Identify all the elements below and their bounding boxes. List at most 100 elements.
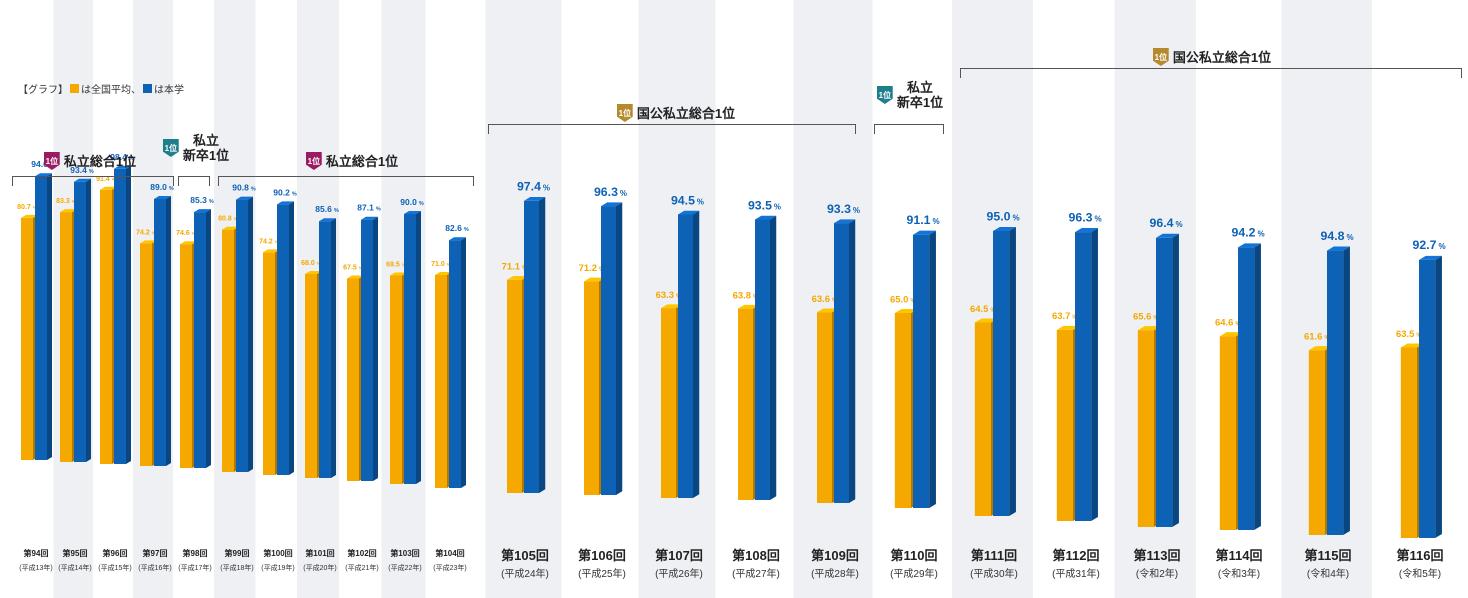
category-label: 第96回 (103, 548, 128, 558)
bar-school-side (693, 211, 699, 498)
award-text: 国公私立総合1位 (637, 106, 735, 121)
category-label: 第105回 (501, 548, 549, 563)
category-label: 第98回 (183, 548, 208, 558)
category-sublabel: (平成21年) (345, 563, 378, 572)
bar-national-value-label: 65.0% (890, 294, 916, 305)
bar-school-side (616, 202, 622, 495)
category-label: 第106回 (578, 548, 626, 563)
bar-national (1138, 330, 1154, 527)
category-label: 第107回 (655, 548, 703, 563)
bar-school-value-label: 93.5% (748, 198, 781, 212)
bar-school-side (1254, 243, 1261, 530)
bar-national (895, 313, 911, 508)
bar-national (180, 244, 192, 468)
bar-school (1419, 260, 1435, 538)
category-label: 第113回 (1134, 548, 1181, 563)
rank-badge-icon: 1位 (306, 152, 322, 170)
bar-school-side (166, 196, 171, 466)
award-bracket (178, 176, 210, 186)
category-sublabel: (平成24年) (501, 567, 549, 580)
bar-national-value-label: 64.6% (1215, 317, 1241, 328)
bar-national-value-label: 63.5% (1396, 329, 1422, 340)
bar-national (507, 280, 522, 493)
bar-national-value-label: 68.0% (301, 260, 321, 267)
bar-national-value-label: 69.5% (386, 262, 406, 269)
bar-school-value-label: 91.1% (907, 213, 940, 227)
bar-national (975, 323, 991, 517)
category-sublabel: (平成16年) (138, 563, 171, 572)
bar-school (993, 231, 1009, 516)
bar-national-value-label: 67.5% (343, 265, 363, 272)
bar-national (584, 281, 599, 495)
bar-school (319, 221, 331, 478)
category-sublabel: (令和2年) (1136, 567, 1178, 580)
bar-school (1156, 238, 1172, 527)
bar-school (35, 176, 47, 460)
legend-school-label: は本学 (154, 81, 184, 96)
category-sublabel: (令和3年) (1218, 567, 1260, 580)
bar-school-side (770, 216, 776, 500)
category-sublabel: (平成20年) (303, 563, 336, 572)
category-sublabel: (令和5年) (1399, 567, 1441, 580)
category-sublabel: (平成25年) (578, 567, 626, 580)
award-annotation: 1位私立新卒1位 (877, 80, 943, 110)
category-sublabel: (平成28年) (811, 567, 859, 580)
award-annotation: 1位私立新卒1位 (163, 133, 229, 163)
bar-school-value-label: 87.1% (357, 203, 381, 213)
award-annotation: 1位国公私立総合1位 (617, 104, 735, 122)
category-label: 第99回 (225, 548, 250, 558)
category-sublabel: (平成30年) (970, 567, 1018, 580)
bar-school-value-label: 96.3% (594, 185, 627, 199)
category-label: 第97回 (143, 548, 168, 558)
rank-badge-icon: 1位 (163, 139, 179, 157)
bar-national (1401, 348, 1417, 539)
bar-national (305, 274, 317, 478)
bar-school (361, 220, 373, 481)
category-sublabel: (平成29年) (890, 567, 938, 580)
bar-national (390, 276, 402, 485)
bar-school-side (1091, 228, 1098, 521)
category-sublabel: (平成17年) (178, 563, 211, 572)
bar-national (21, 218, 33, 460)
category-label: 第110回 (891, 548, 938, 563)
bar-school-value-label: 92.7% (1413, 238, 1446, 252)
bar-national-value-label: 74.6% (176, 230, 196, 237)
legend-national-swatch (70, 84, 79, 93)
bar-school-value-label: 82.6% (445, 223, 469, 233)
award-bracket (960, 68, 1462, 78)
category-label: 第100回 (263, 548, 292, 558)
bar-national-value-label: 83.3% (56, 198, 76, 205)
category-label: 第114回 (1216, 548, 1263, 563)
category-label: 第116回 (1397, 548, 1444, 563)
bar-chart: 80.7%94.6%第94回(平成13年)83.3%93.4%第95回(平成14… (0, 0, 1468, 598)
legend: 【グラフ】 は全国平均、 は本学 (18, 81, 184, 96)
award-bracket (218, 176, 474, 186)
bar-national-value-label: 71.0% (431, 261, 451, 268)
category-sublabel: (平成26年) (655, 567, 703, 580)
category-label: 第94回 (24, 548, 49, 558)
bar-school (236, 200, 248, 472)
bar-school-value-label: 85.3% (190, 195, 214, 205)
bar-school-side (1343, 247, 1350, 535)
bar-national (817, 312, 832, 503)
bar-school-side (47, 173, 52, 460)
category-label: 第111回 (971, 548, 1017, 563)
bar-school-side (1172, 234, 1179, 527)
bar-school (1075, 232, 1091, 521)
category-label: 第104回 (435, 548, 464, 558)
bar-national (347, 279, 359, 482)
bar-school (1327, 251, 1343, 535)
bar-school (834, 223, 849, 503)
category-label: 第112回 (1053, 548, 1100, 563)
bar-school-value-label: 90.2% (273, 187, 297, 197)
rank-badge-icon: 1位 (617, 104, 633, 122)
bar-school-side (539, 197, 545, 493)
bar-school-side (126, 166, 131, 464)
bar-school-value-label: 94.2% (1232, 226, 1265, 240)
bar-school-side (86, 179, 91, 462)
category-sublabel: (平成31年) (1052, 567, 1100, 580)
award-text: 私立新卒1位 (183, 133, 229, 163)
category-label: 第115回 (1305, 548, 1352, 563)
legend-prefix: 【グラフ】 (18, 81, 68, 96)
bar-school (194, 212, 206, 468)
